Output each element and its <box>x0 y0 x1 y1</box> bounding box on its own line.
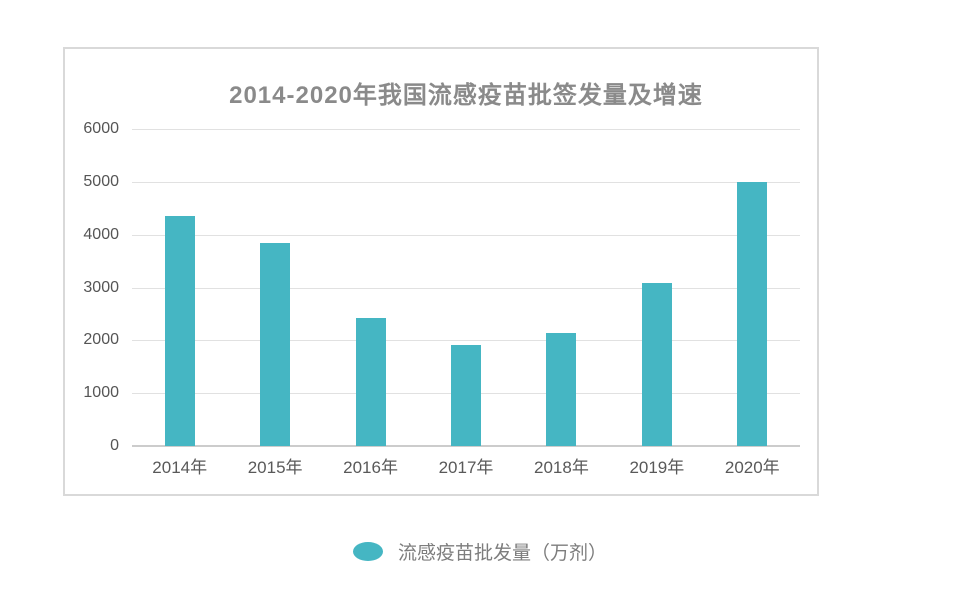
x-tick-label-2020年: 2020年 <box>724 458 780 477</box>
y-axis: 0 1000 2000 3000 4000 5000 6000 <box>65 120 119 454</box>
bar-2016年[interactable] <box>355 318 386 446</box>
y-tick-label-3000: 3000 <box>83 278 119 296</box>
y-tick-label-4000: 4000 <box>83 225 119 243</box>
x-tick-label-2018年: 2018年 <box>534 458 589 477</box>
chart-panel: 2014-2020年我国流感疫苗批签发量及增速 0 1000 2000 3000 400… <box>63 47 819 496</box>
x-tick-label-2019年: 2019年 <box>629 458 685 477</box>
gridline-4000 <box>132 234 800 236</box>
bar-2019年[interactable] <box>641 283 672 446</box>
x-axis: 2014年 2015年 2016年 2017年 2018年 2019年 2020年 <box>132 456 800 480</box>
bar-2018年[interactable] <box>546 333 577 446</box>
x-axis-line <box>132 445 800 447</box>
gridline-2000 <box>132 340 800 342</box>
legend-label: 流感疫苗批发量（万剂） <box>397 543 607 564</box>
legend[interactable]: 流感疫苗批发量（万剂） <box>0 538 960 565</box>
bar-2017年[interactable] <box>451 345 481 446</box>
gridline-3000 <box>132 287 800 289</box>
y-tick-label-6000: 6000 <box>83 120 119 137</box>
y-tick-label-1000: 1000 <box>83 384 119 402</box>
y-tick-label-2000: 2000 <box>83 331 119 349</box>
plot-area <box>132 129 800 447</box>
x-tick-label-2015年: 2015年 <box>247 458 303 477</box>
bar-2014年[interactable] <box>164 216 195 446</box>
chart-title: 2014-2020年我国流感疫苗批签发量及增速 <box>229 82 703 109</box>
x-tick-label-2017年: 2017年 <box>438 458 494 477</box>
bar-2015年[interactable] <box>260 243 291 446</box>
x-tick-label-2016年: 2016年 <box>343 458 398 477</box>
y-tick-label-5000: 5000 <box>83 172 119 190</box>
gridline-6000 <box>132 129 800 130</box>
gridline-5000 <box>132 181 800 183</box>
legend-ellipse-marker-icon <box>352 542 383 561</box>
x-tick-label-2014年: 2014年 <box>152 458 208 477</box>
bar-2020年[interactable] <box>737 181 768 446</box>
y-tick-label-0: 0 <box>110 437 119 454</box>
